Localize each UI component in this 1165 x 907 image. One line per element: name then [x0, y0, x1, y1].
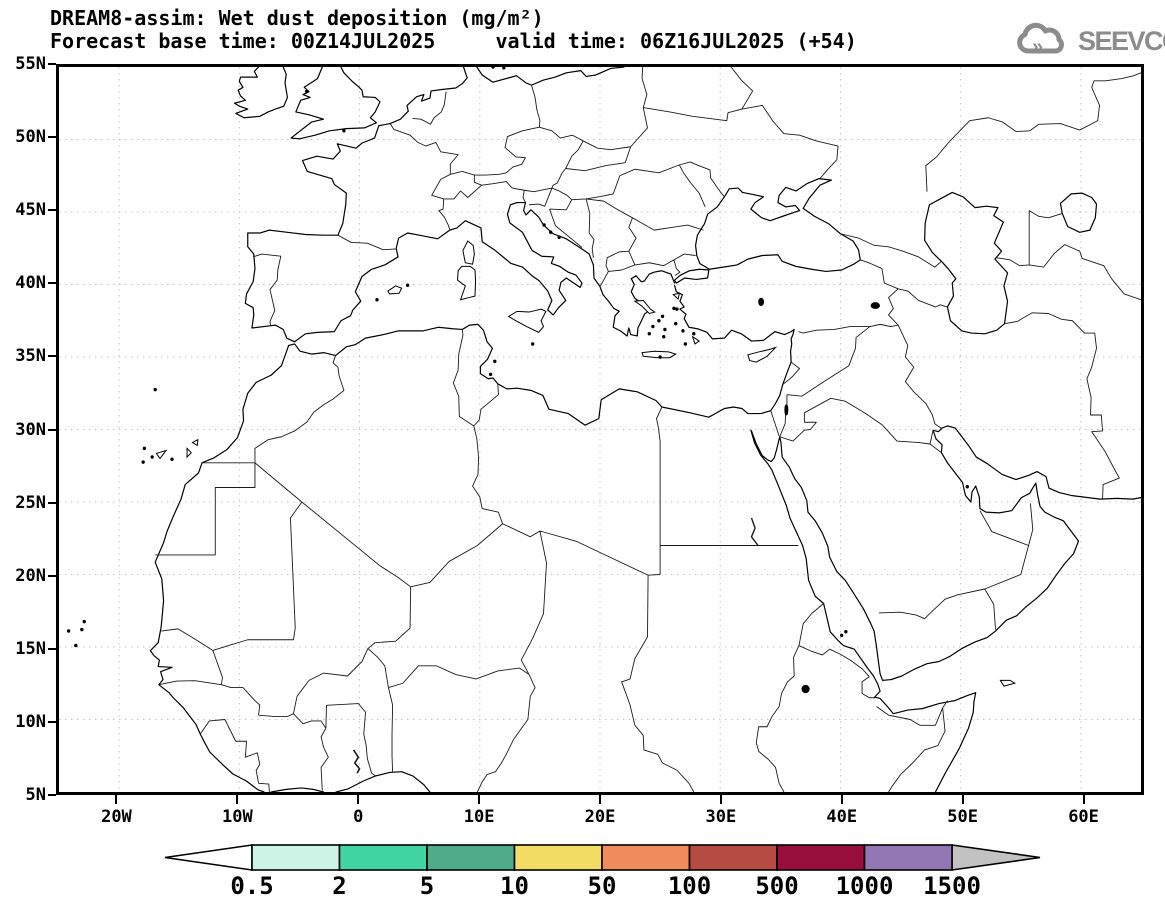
lat-tick-label: 55N	[15, 54, 46, 74]
seevccc-logo: » SEEVCCC	[1014, 20, 1165, 60]
lat-tick	[48, 355, 56, 358]
lat-tick	[48, 794, 56, 796]
lon-tick	[719, 795, 722, 804]
colorbar-tick-label: 10	[500, 872, 529, 900]
lon-tick-label: 40E	[826, 807, 858, 827]
lat-tick-label: 20N	[15, 565, 46, 586]
map-plot-area	[56, 64, 1144, 795]
colorbar-segment	[863, 844, 953, 871]
colorbar	[164, 844, 1041, 871]
lat-tick	[48, 136, 56, 139]
lon-tick-label: 0	[353, 807, 364, 827]
seevccc-logo-text: SEEVCCC	[1078, 26, 1165, 56]
lon-tick	[478, 795, 481, 804]
forecast-time-subtitle: Forecast base time: 00Z14JUL2025 valid t…	[50, 29, 857, 53]
colorbar-tick-label: 100	[667, 872, 712, 900]
lat-tick-label: 30N	[15, 419, 46, 440]
lat-tick	[48, 647, 56, 650]
islands	[66, 67, 1015, 686]
lon-tick-label: 50E	[947, 807, 979, 827]
lon-tick	[599, 795, 601, 804]
colorbar-tick-label: 500	[755, 872, 799, 900]
lon-tick	[115, 795, 118, 804]
lakes	[354, 298, 880, 773]
colorbar-segment	[338, 844, 428, 871]
lon-tick-label: 10W	[221, 807, 253, 827]
colorbar-segment	[776, 844, 866, 871]
plot-title: DREAM8-assim: Wet dust deposition (mg/m²…	[50, 6, 544, 30]
lon-tick	[1082, 795, 1085, 804]
colorbar-arrow	[951, 844, 1041, 871]
lon-tick	[357, 795, 360, 804]
country-borders	[155, 67, 1141, 792]
lat-tick	[48, 282, 56, 285]
gridlines	[59, 67, 1141, 792]
colorbar-segment	[688, 844, 778, 871]
small-island-specks	[66, 67, 969, 648]
lat-tick	[48, 209, 56, 212]
lon-tick-label: 30E	[705, 807, 737, 827]
lon-tick-label: 20W	[101, 807, 132, 827]
lon-tick	[961, 795, 964, 804]
lat-tick-label: 15N	[15, 638, 46, 659]
colorbar-tick-label: 2	[332, 872, 347, 900]
colorbar-tick-label: 5	[419, 872, 435, 900]
lat-tick	[48, 428, 56, 431]
cloud-icon: »	[1017, 22, 1064, 58]
lat-tick-label: 45N	[15, 200, 46, 221]
lat-tick-label: 10N	[15, 711, 46, 732]
colorbar-segment	[513, 844, 603, 871]
colorbar-tick-label: 0.5	[230, 872, 274, 900]
colorbar-tick-label: 50	[587, 872, 617, 900]
map-canvas	[59, 67, 1141, 792]
lat-tick-label: 5N	[25, 785, 46, 805]
lat-tick	[48, 501, 56, 504]
lon-tick	[840, 795, 843, 804]
lon-tick	[236, 795, 239, 804]
lat-tick	[48, 574, 56, 577]
lat-tick	[48, 720, 56, 723]
lon-tick-label: 10E	[463, 807, 495, 827]
lat-tick-label: 50N	[15, 127, 46, 148]
svg-text:»: »	[1032, 36, 1043, 58]
coastlines	[150, 67, 1141, 792]
colorbar-segment	[251, 844, 341, 871]
lat-tick	[48, 63, 56, 65]
lat-tick-label: 40N	[15, 273, 46, 294]
colorbar-segment	[601, 844, 691, 871]
lon-tick-label: 20E	[584, 807, 616, 827]
colorbar-tick-label: 1500	[923, 872, 981, 900]
colorbar-tick-label: 1000	[835, 872, 894, 900]
colorbar-segment	[426, 844, 516, 871]
colorbar-arrow	[164, 844, 253, 871]
lat-tick-label: 35N	[15, 346, 46, 367]
lon-tick-label: 60E	[1068, 807, 1099, 827]
lat-tick-label: 25N	[15, 492, 46, 513]
